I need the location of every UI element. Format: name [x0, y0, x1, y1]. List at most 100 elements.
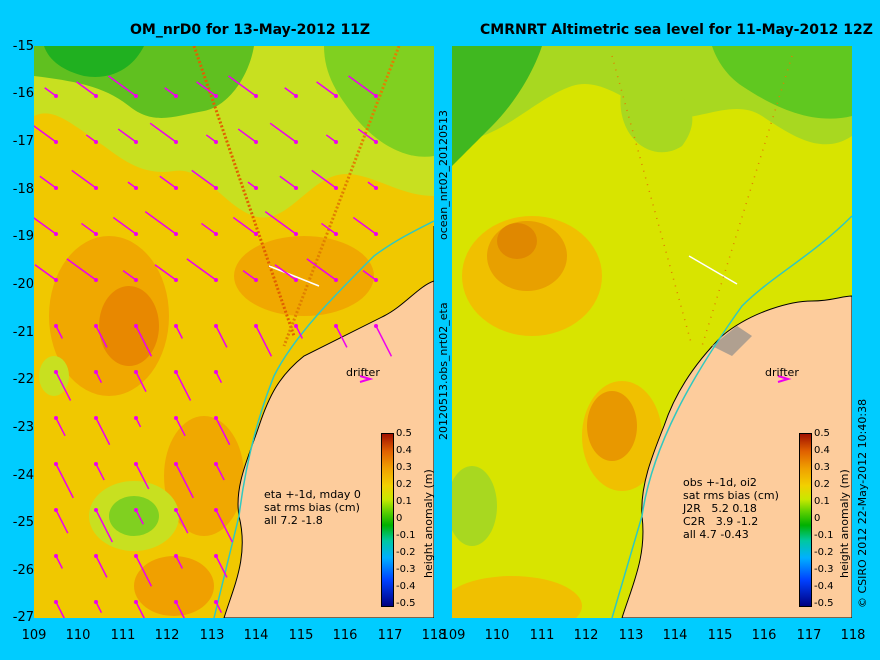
velocity-vector — [34, 264, 57, 281]
x-tick: 116 — [751, 628, 777, 643]
x-tick: 112 — [154, 628, 180, 643]
velocity-vector — [95, 371, 103, 384]
velocity-vector — [357, 128, 377, 143]
y-tick: -17 — [12, 134, 34, 149]
velocity-vector — [95, 417, 111, 446]
vector-head — [54, 324, 58, 328]
vector-head — [174, 462, 178, 466]
velocity-vector — [348, 75, 377, 97]
velocity-vector — [55, 325, 64, 339]
velocity-vector — [237, 128, 257, 143]
right-drifter-label: drifter — [765, 366, 799, 379]
info-line: sat rms bias (cm) — [264, 501, 360, 514]
right-map — [452, 46, 852, 618]
vector-head — [134, 554, 138, 558]
y-tick: -16 — [12, 86, 34, 101]
velocity-vector — [55, 463, 74, 499]
vector-head — [214, 140, 218, 144]
velocity-vector — [144, 211, 177, 235]
velocity-vector — [135, 463, 150, 490]
velocity-vector — [149, 122, 177, 143]
info-line: J2R 5.2 0.18 — [683, 502, 757, 515]
velocity-vector — [255, 325, 273, 357]
velocity-vector — [71, 169, 97, 189]
vector-head — [134, 370, 138, 374]
vector-head — [54, 600, 58, 604]
cbar-tick: -0.2 — [396, 547, 416, 558]
vector-head — [134, 232, 138, 236]
velocity-vector — [135, 325, 153, 357]
vector-head — [254, 94, 258, 98]
cbar-tick: -0.4 — [396, 581, 416, 592]
vector-head — [254, 232, 258, 236]
velocity-vector — [95, 555, 108, 578]
vector-head — [134, 186, 138, 190]
vector-head — [134, 462, 138, 466]
vector-head — [294, 186, 298, 190]
x-tick: 114 — [662, 628, 688, 643]
left-colorbar-label: height anomaly (m) — [422, 469, 435, 578]
x-tick: 113 — [618, 628, 644, 643]
velocity-vector — [80, 222, 97, 235]
vector-head — [334, 324, 338, 328]
x-tick: 118 — [421, 628, 447, 643]
velocity-vector — [186, 258, 217, 281]
x-tick: 111 — [529, 628, 555, 643]
velocity-vector — [112, 216, 137, 235]
velocity-vector — [135, 371, 147, 392]
y-tick: -19 — [12, 229, 34, 244]
x-tick: 113 — [199, 628, 225, 643]
velocity-vector — [306, 258, 337, 281]
x-tick: 109 — [21, 628, 47, 643]
y-tick: -21 — [12, 325, 34, 340]
vector-head — [294, 140, 298, 144]
vector-head — [54, 508, 58, 512]
vector-head — [374, 278, 378, 282]
velocity-vector — [232, 216, 257, 235]
cbar-tick: 0.1 — [396, 496, 412, 507]
velocity-vector — [44, 87, 57, 97]
vector-head — [94, 462, 98, 466]
vector-head — [214, 508, 218, 512]
info-line: sat rms bias (cm) — [683, 489, 779, 502]
vector-head — [174, 186, 178, 190]
velocity-vector — [175, 463, 194, 499]
vector-head — [134, 278, 138, 282]
vector-head — [134, 140, 138, 144]
x-tick: 114 — [243, 628, 269, 643]
cbar-tick: 0 — [396, 513, 403, 524]
velocity-vector — [117, 128, 137, 143]
y-tick: -20 — [12, 277, 34, 292]
cbar-tick: 0.5 — [814, 428, 830, 439]
velocity-vector — [55, 371, 72, 401]
vector-head — [134, 416, 138, 420]
velocity-vector — [122, 269, 137, 281]
vector-head — [254, 186, 258, 190]
x-tick: 109 — [440, 628, 466, 643]
velocity-vector — [284, 87, 297, 97]
vector-head — [94, 186, 98, 190]
velocity-vector — [34, 125, 57, 143]
vector-head — [54, 278, 58, 282]
velocity-vector — [108, 75, 137, 97]
vector-head — [374, 94, 378, 98]
vector-head — [174, 278, 178, 282]
x-tick: 111 — [110, 628, 136, 643]
velocity-vector — [215, 509, 234, 543]
vector-head — [214, 416, 218, 420]
vector-head — [54, 554, 58, 558]
vector-head — [174, 508, 178, 512]
velocity-vector — [215, 555, 228, 578]
vector-head — [94, 370, 98, 374]
cbar-tick: -0.1 — [814, 530, 834, 541]
cbar-tick: -0.5 — [814, 598, 834, 609]
vector-head — [54, 370, 58, 374]
x-tick: 116 — [332, 628, 358, 643]
vector-head — [94, 508, 98, 512]
info-line: all 7.2 -1.8 — [264, 514, 323, 527]
cbar-tick: 0 — [814, 513, 821, 524]
velocity-vector — [375, 325, 393, 357]
vector-head — [54, 140, 58, 144]
y-tick: -27 — [12, 610, 34, 625]
x-tick: 110 — [484, 628, 510, 643]
